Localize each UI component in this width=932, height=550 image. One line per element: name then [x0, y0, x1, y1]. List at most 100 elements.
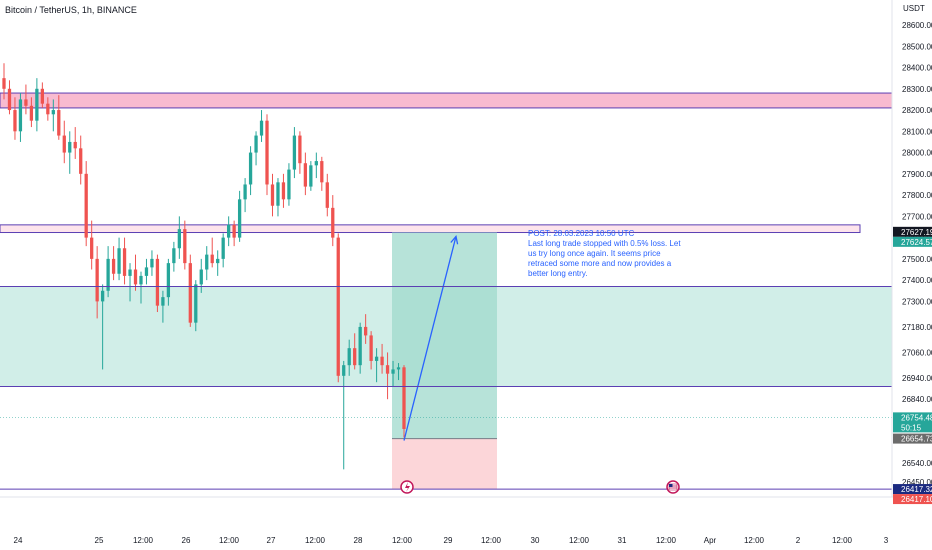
- position-tool[interactable]: [0, 232, 892, 490]
- candle-body: [35, 88, 39, 121]
- candle-body: [84, 173, 88, 238]
- candle-body: [353, 348, 357, 366]
- entry-level-zone: [0, 224, 861, 234]
- candle-body: [358, 326, 362, 366]
- candle-body: [259, 120, 264, 136]
- price-tick-label: 28400.00: [902, 64, 932, 73]
- candle-body: [396, 367, 401, 370]
- price-tick-label: 28300.00: [902, 85, 932, 94]
- candle-body: [68, 141, 72, 153]
- price-tick-label: 28500.00: [902, 42, 932, 51]
- candle-body: [57, 110, 61, 136]
- time-tick-label: 12:00: [569, 536, 590, 545]
- candle-body: [199, 269, 203, 285]
- price-tag-label: 26754.48: [901, 413, 932, 422]
- price-tag-label: 27624.57: [901, 238, 932, 247]
- candle-body: [122, 248, 127, 276]
- time-tick-label: 12:00: [656, 536, 677, 545]
- price-tick-label: 27300.00: [902, 297, 932, 306]
- target-box: [392, 232, 497, 439]
- time-tick-label: 24: [14, 536, 23, 545]
- candle-body: [139, 275, 143, 285]
- candle-body: [232, 224, 236, 238]
- time-tick-label: 12:00: [744, 536, 765, 545]
- candle-body: [227, 224, 231, 238]
- price-tag: [893, 484, 932, 495]
- candle-body: [18, 99, 23, 132]
- price-tick-label: 26540.00: [902, 459, 932, 468]
- lightning-event-icon[interactable]: [400, 480, 414, 494]
- price-tick-label: 26940.00: [902, 374, 932, 383]
- price-tag: [893, 226, 932, 237]
- time-tick-label: 29: [444, 536, 453, 545]
- candle-body: [166, 263, 171, 298]
- candle-body: [188, 263, 192, 323]
- price-tag-label: 27627.19: [901, 228, 932, 237]
- candle-body: [336, 237, 340, 376]
- price-tick-label: 26450.00: [902, 478, 932, 487]
- candle-body: [73, 141, 77, 149]
- time-tick-label: 12:00: [133, 536, 154, 545]
- time-tick-label: 2: [796, 536, 801, 545]
- candle-body: [40, 88, 44, 104]
- price-tag-label: 26417.32: [901, 485, 932, 494]
- projection-arrow-head: [450, 234, 459, 245]
- candle-body: [298, 135, 302, 164]
- price-tick-label: 27700.00: [902, 212, 932, 221]
- candle-body: [13, 110, 17, 132]
- time-tick-label: 3: [884, 536, 889, 545]
- us-flag-event-icon[interactable]: [666, 480, 680, 494]
- symbol-title: Bitcoin / TetherUS, 1h, BINANCE: [5, 5, 137, 15]
- trade-note[interactable]: POST: 28.03.2023 10:50 UTC Last long tra…: [528, 229, 688, 279]
- projection-arrow: [403, 236, 457, 441]
- candle-body: [95, 258, 99, 302]
- price-tag: [893, 412, 932, 433]
- candle-body: [331, 207, 335, 238]
- time-tick-label: 12:00: [219, 536, 240, 545]
- candle-body: [29, 105, 34, 121]
- price-tick-label: 26840.00: [902, 395, 932, 404]
- price-tick-label: 27060.00: [902, 348, 932, 357]
- candle-body: [172, 248, 176, 264]
- candle-body: [177, 229, 181, 249]
- price-tag: [893, 433, 932, 444]
- price-tick-label: 27900.00: [902, 170, 932, 179]
- candle-body: [374, 356, 379, 361]
- candle-body: [117, 248, 121, 274]
- trade-note-body: Last long trade stopped with 0.5% loss. …: [528, 239, 681, 278]
- price-tag: [893, 494, 932, 505]
- candle-body: [325, 182, 329, 208]
- candle-body: [276, 182, 280, 206]
- price-tick-label: 28600.00: [902, 21, 932, 30]
- candle-body: [287, 169, 291, 200]
- candle-body: [100, 290, 105, 302]
- candle-body: [128, 269, 132, 276]
- candle-body: [320, 161, 324, 183]
- candle-body: [51, 110, 55, 115]
- time-tick-label: 31: [618, 536, 627, 545]
- candle-body: [194, 284, 198, 323]
- candle-body: [364, 326, 368, 336]
- trade-note-header: POST: 28.03.2023 10:50 UTC: [528, 229, 635, 238]
- time-axis[interactable]: 24 25 12:00 26 12:00 27 12:00 28 12:00 29 12:00 30 1…: [14, 536, 889, 545]
- candle-body: [79, 148, 83, 174]
- time-tick-label: 12:00: [481, 536, 502, 545]
- candle-body: [347, 348, 351, 366]
- candle-body: [46, 103, 50, 115]
- candle-body: [292, 135, 297, 170]
- price-axis[interactable]: 26450.0026540.0026650.0026840.0026940.00…: [902, 21, 932, 487]
- price-tick-label: 28100.00: [902, 127, 932, 136]
- levels-layer: [0, 286, 892, 490]
- candle-body: [205, 254, 209, 270]
- candle-body: [385, 365, 390, 374]
- candle-body: [342, 365, 346, 376]
- candle-body: [7, 88, 12, 111]
- price-tick-label: 27800.00: [902, 191, 932, 200]
- price-tag-countdown: 50:15: [901, 423, 922, 432]
- candle-body: [221, 237, 225, 259]
- stop-box: [392, 438, 497, 490]
- candle-body: [183, 229, 187, 264]
- candle-body: [2, 78, 6, 89]
